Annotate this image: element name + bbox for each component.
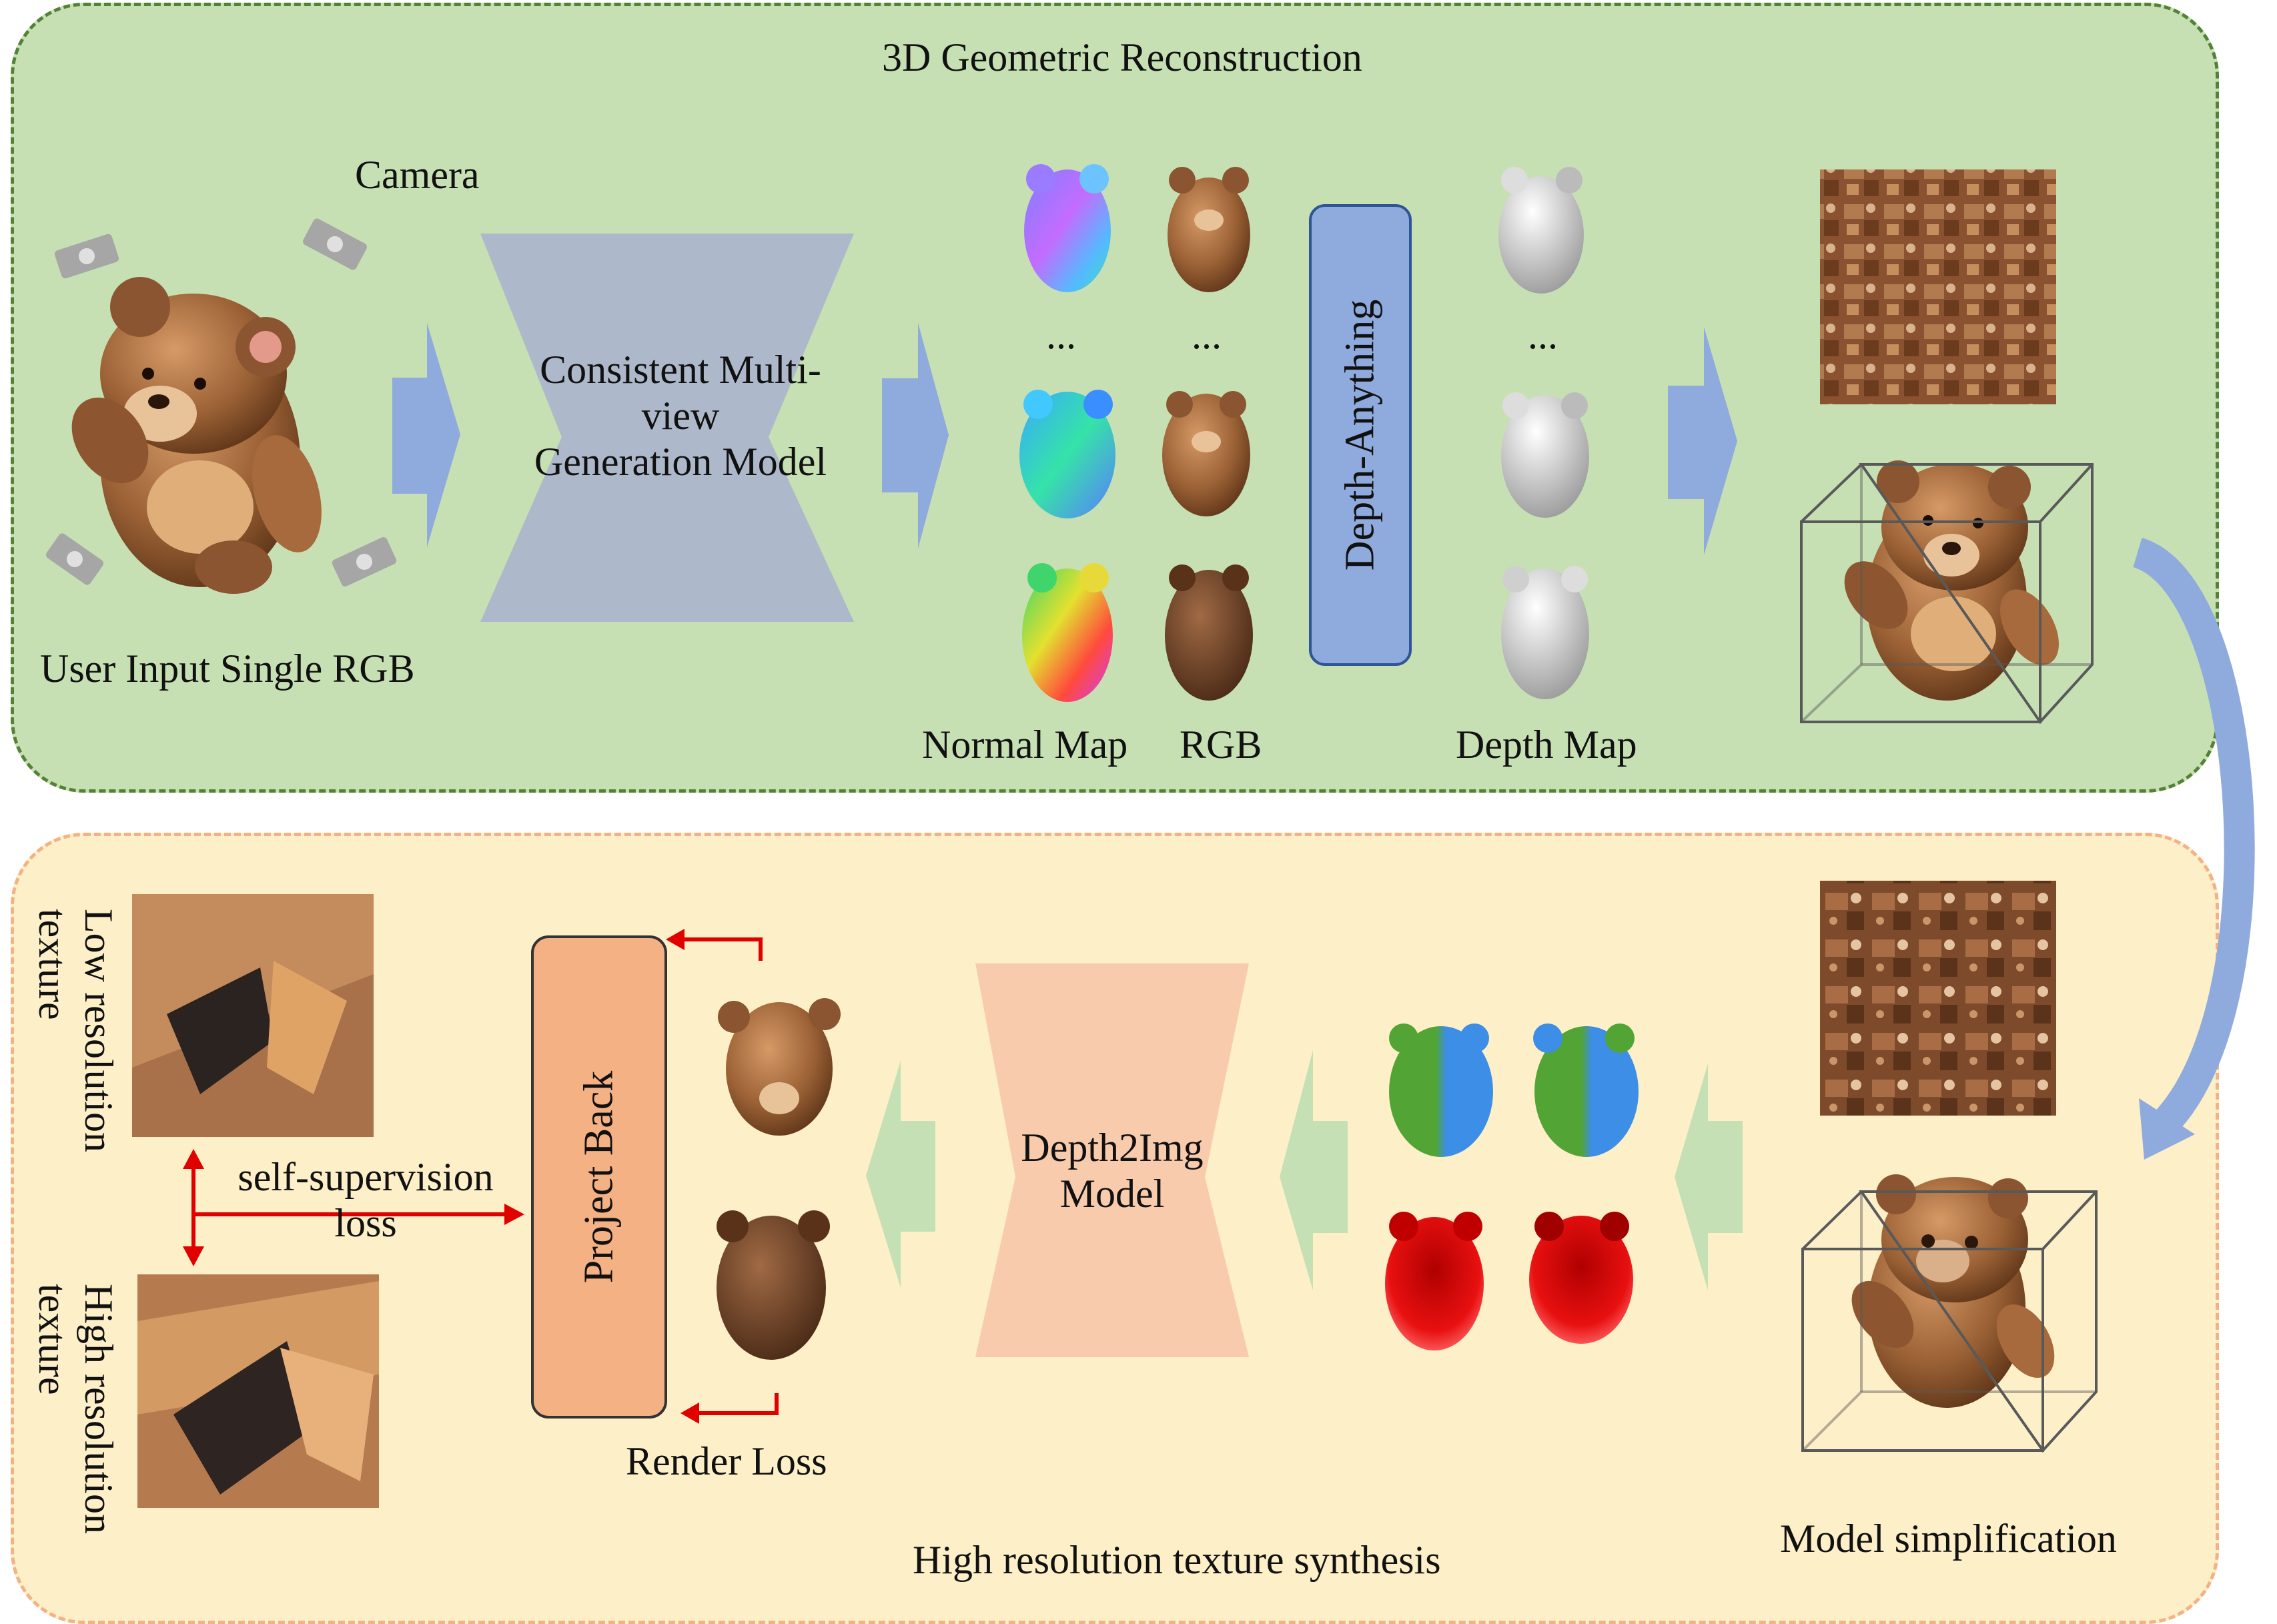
depth2img-shape	[975, 963, 1249, 1357]
depth-anything-box: Depth-Anything	[1309, 204, 1412, 666]
input-bear-image	[71, 277, 322, 594]
multiview-generator-shape	[480, 234, 854, 622]
segmentation-bear	[1389, 1024, 1493, 1157]
depth-map-bear	[1501, 392, 1589, 518]
bottom-panel-title: High resolution texture synthesis	[913, 1538, 1441, 1582]
render-loss-arrows	[666, 929, 779, 1424]
project-back-label: Project Back	[576, 1070, 622, 1284]
simplification-label: Model simplification	[1780, 1517, 2117, 1561]
depth-anything-label: Depth-Anything	[1337, 299, 1383, 571]
generator-label-line: Consistent Multi-	[540, 348, 821, 392]
normal-map-label: Normal Map	[922, 723, 1128, 767]
flow-arrow	[882, 323, 949, 548]
rgb-view-bear	[1162, 391, 1250, 516]
depth-condition-bear	[1529, 1212, 1633, 1344]
normal-map-bear	[1022, 563, 1113, 702]
normal-map-bear	[1019, 390, 1115, 518]
depth2img-label-line: Model	[1059, 1172, 1165, 1216]
rgb-view-bear	[1165, 564, 1253, 701]
high-resolution-line: High resolution	[77, 1284, 121, 1534]
high-resolution-label: High resolution texture	[29, 1284, 121, 1571]
rendered-bear	[717, 1210, 830, 1360]
self-supervision-label: self-supervision loss	[212, 1154, 519, 1246]
low-resolution-texture-image	[132, 894, 374, 1137]
low-resolution-line: Low resolution	[77, 909, 121, 1152]
ellipsis-depth: ...	[1528, 313, 1558, 357]
flow-arrow-left	[1280, 1050, 1348, 1290]
rgb-view-bear	[1168, 167, 1250, 292]
texture-atlas-image	[1820, 169, 2056, 404]
depth2img-label-line: Depth2Img	[1021, 1126, 1204, 1170]
flow-arrow	[1668, 327, 1737, 555]
generator-label-line: view	[641, 394, 720, 438]
high-resolution-texture-image	[137, 1274, 379, 1508]
camera-label: Camera	[355, 153, 480, 197]
low-resolution-label: Low resolution texture	[29, 909, 121, 1189]
depth-condition-bear	[1385, 1212, 1484, 1350]
ellipsis-normal: ...	[1046, 313, 1076, 357]
render-loss-label: Render Loss	[626, 1439, 827, 1483]
high-resolution-line: texture	[31, 1284, 75, 1395]
segmentation-bear	[1533, 1024, 1639, 1157]
flow-arrow	[392, 323, 460, 547]
generator-label: Consistent Multi- view Generation Model	[507, 347, 854, 485]
reconstructed-mesh-image	[1844, 460, 2059, 701]
depth-map-bear	[1501, 566, 1589, 699]
generator-label-line: Generation Model	[534, 440, 827, 484]
self-supervision-arrows	[183, 1149, 524, 1266]
flow-arrow-left	[866, 1061, 935, 1288]
low-resolution-line: texture	[31, 909, 75, 1020]
depth-map-label: Depth Map	[1456, 723, 1637, 767]
top-panel-title: 3D Geometric Reconstruction	[882, 35, 1362, 79]
transition-arrow	[2132, 537, 2255, 1139]
camera-icon	[45, 218, 397, 586]
rgb-label: RGB	[1180, 723, 1262, 767]
simplified-texture-atlas-image	[1820, 881, 2056, 1116]
rendered-bear	[718, 998, 841, 1136]
depth-map-bear	[1498, 167, 1584, 294]
normal-map-bear	[1024, 164, 1111, 292]
flow-arrow-left	[1675, 1064, 1743, 1290]
bounding-cube	[1800, 463, 2094, 725]
input-label: User Input Single RGB	[40, 647, 415, 691]
self-supervision-line: self-supervision	[238, 1155, 494, 1199]
transition-arrow-head	[2139, 1098, 2195, 1160]
self-supervision-line: loss	[334, 1201, 397, 1245]
ellipsis-rgb: ...	[1192, 313, 1222, 357]
bounding-cube	[1801, 1190, 2098, 1453]
depth2img-label: Depth2Img Model	[982, 1125, 1242, 1217]
project-back-box: Project Back	[531, 935, 667, 1418]
